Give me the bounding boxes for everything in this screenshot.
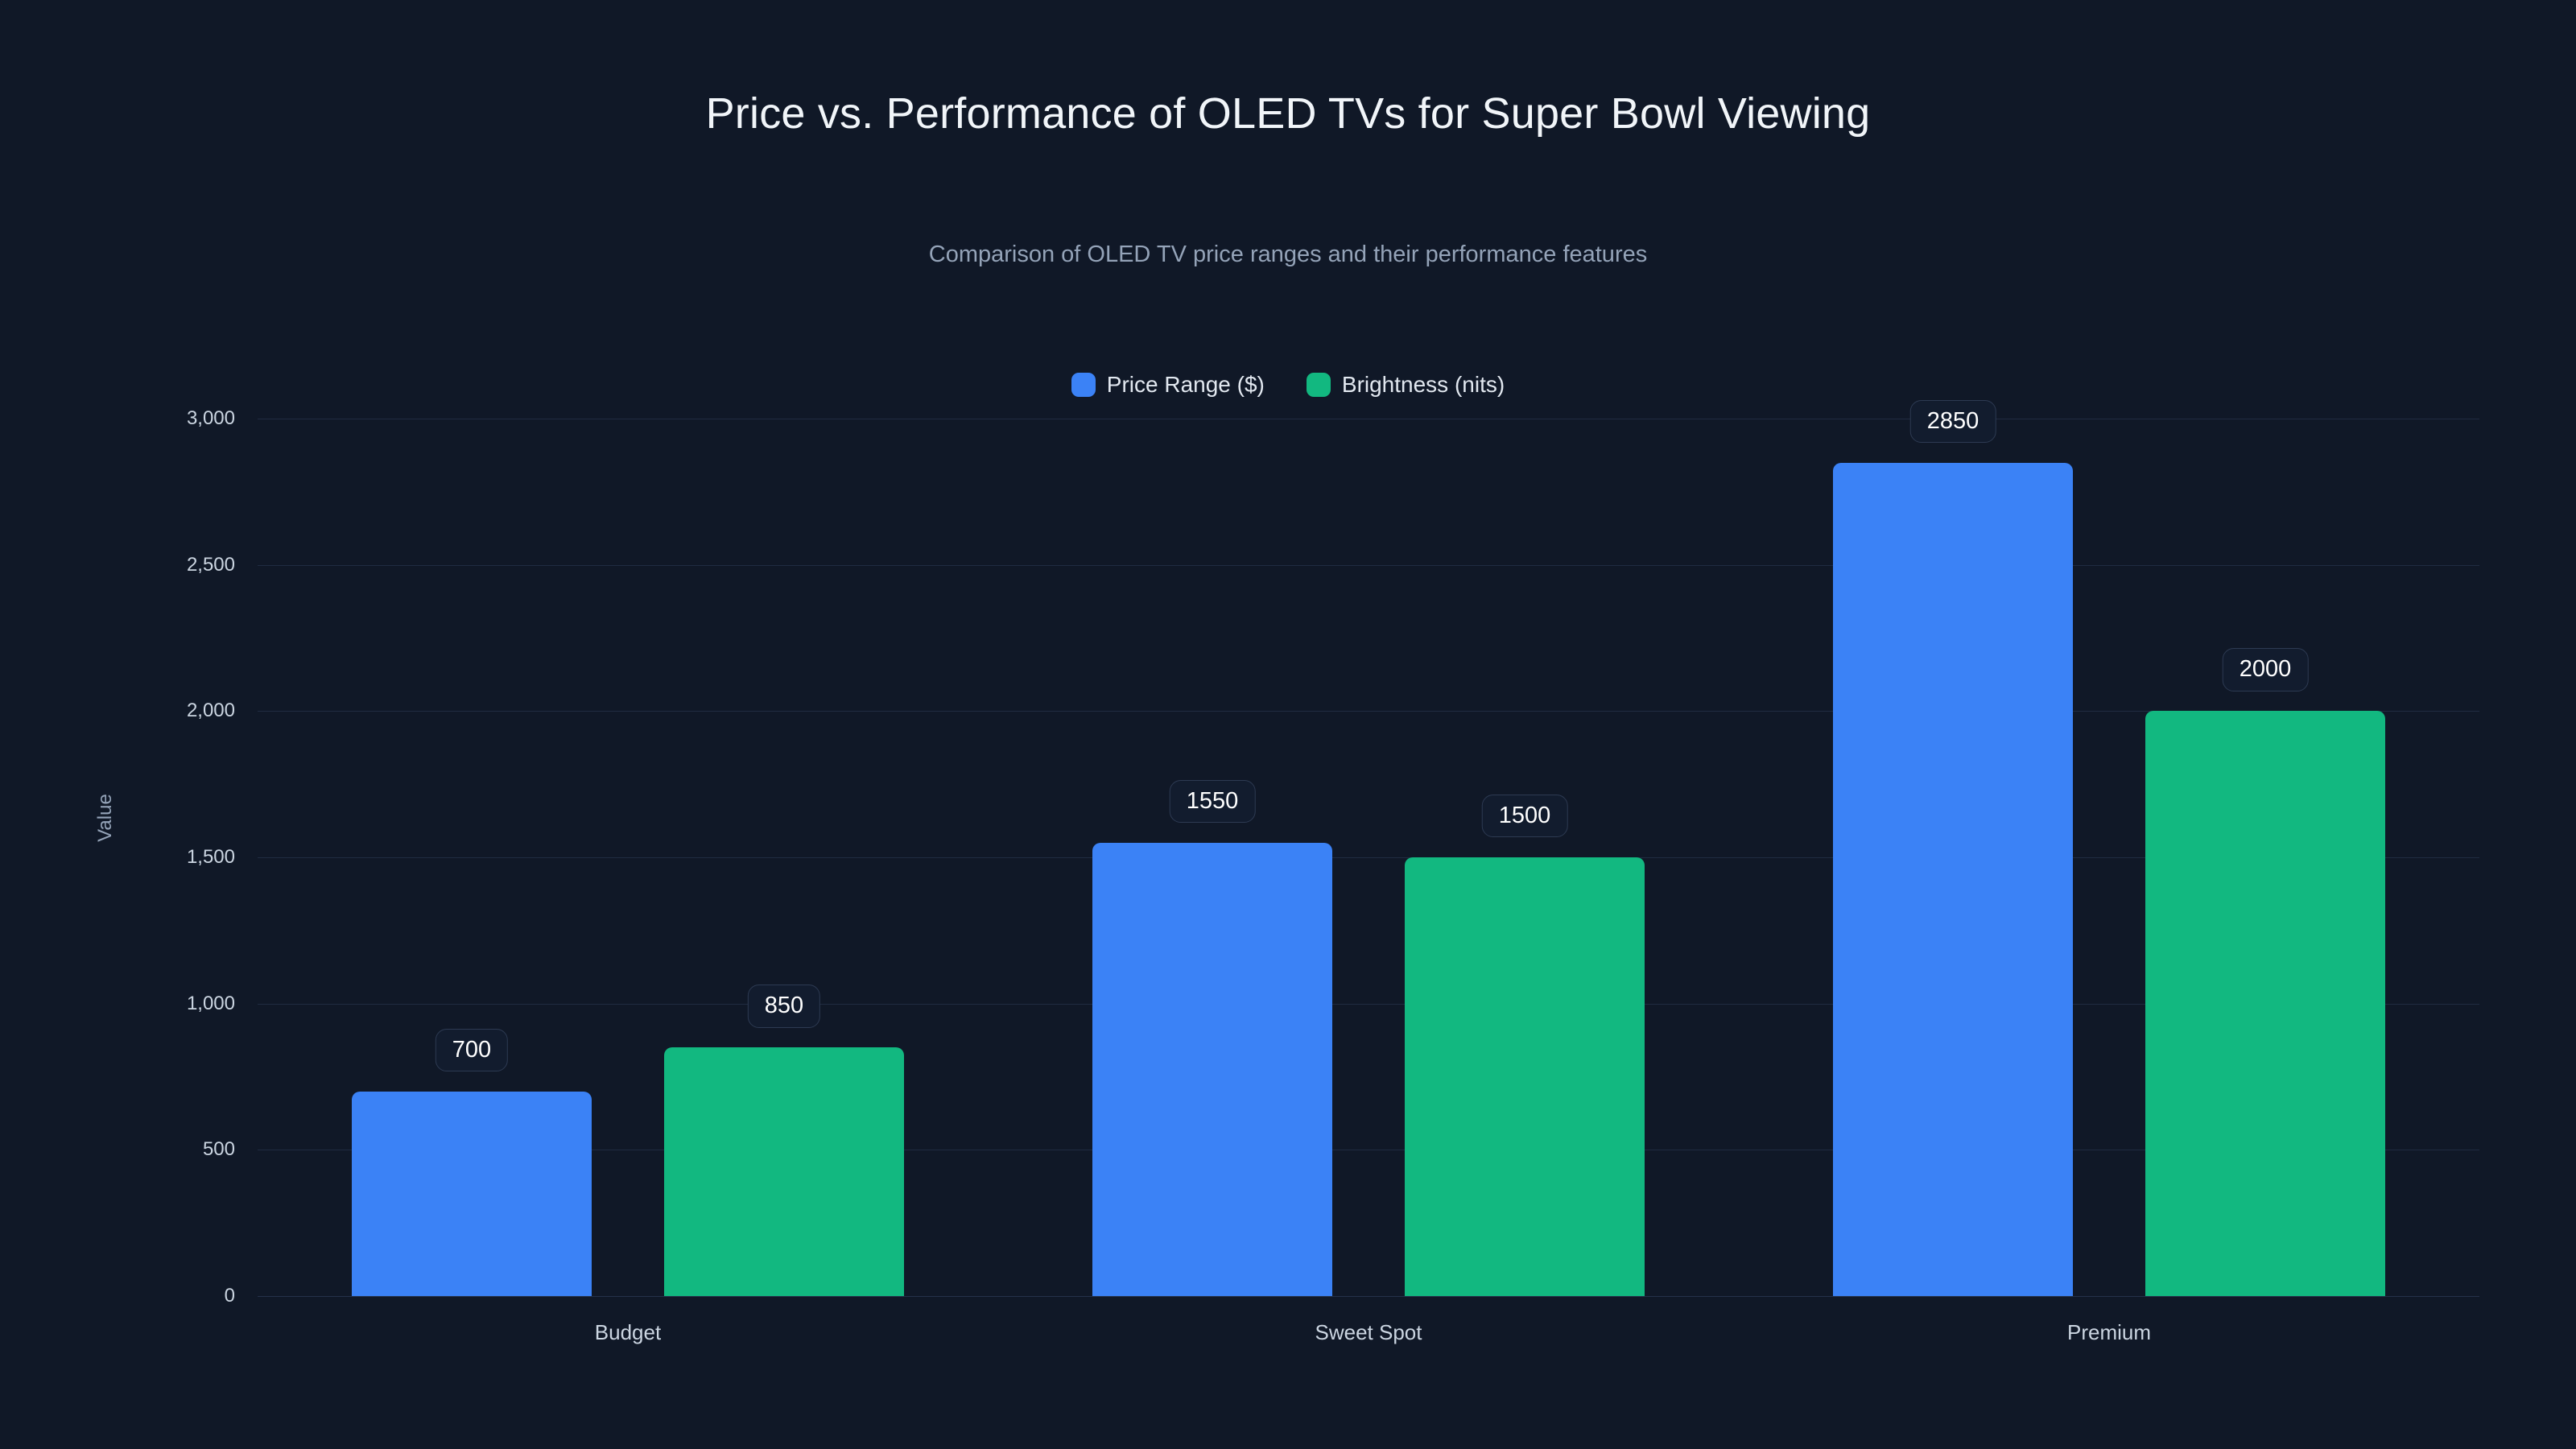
data-label: 2850 bbox=[1909, 399, 1996, 443]
bar-sweet-spot-series-1[interactable] bbox=[1092, 842, 1332, 1296]
bar-budget-series-1[interactable] bbox=[352, 1091, 592, 1296]
data-label: 850 bbox=[747, 985, 821, 1028]
bar-premium-series-1[interactable] bbox=[1833, 462, 2073, 1296]
bar-premium-series-2[interactable] bbox=[2145, 711, 2385, 1296]
y-axis-tick-label: 3,000 bbox=[186, 407, 235, 429]
gridline bbox=[258, 711, 2479, 712]
legend-label: Price Range ($) bbox=[1106, 372, 1265, 397]
data-label: 1500 bbox=[1481, 795, 1568, 838]
bar-budget-series-2[interactable] bbox=[664, 1047, 904, 1296]
data-label: 1550 bbox=[1169, 779, 1256, 824]
legend-swatch-icon bbox=[1071, 373, 1096, 397]
y-axis-tick-label: 2,500 bbox=[186, 553, 235, 576]
chart-subtitle: Comparison of OLED TV price ranges and t… bbox=[928, 242, 1648, 267]
x-axis-tick-label: Budget bbox=[594, 1320, 662, 1344]
data-label: 700 bbox=[435, 1028, 509, 1071]
gridline bbox=[258, 564, 2479, 566]
x-axis-tick-label: Premium bbox=[2066, 1320, 2152, 1344]
y-axis-tick-label: 2,000 bbox=[186, 700, 235, 722]
y-axis-tick-label: 0 bbox=[224, 1285, 235, 1307]
y-axis-tick-label: 500 bbox=[202, 1138, 235, 1161]
legend-item-price-range[interactable]: Price Range ($) bbox=[1071, 372, 1265, 398]
y-axis-tick-label: 1,000 bbox=[186, 992, 235, 1014]
gridline bbox=[258, 857, 2479, 858]
legend-swatch-icon bbox=[1306, 373, 1331, 397]
data-label: 2000 bbox=[2222, 648, 2309, 691]
gridline bbox=[258, 1003, 2479, 1005]
bar-sweet-spot-series-2[interactable] bbox=[1405, 857, 1645, 1296]
page-title: Price vs. Performance of OLED TVs for Su… bbox=[705, 89, 1871, 138]
gridline bbox=[258, 1296, 2479, 1297]
legend-label: Brightness (nits) bbox=[1341, 372, 1505, 397]
y-axis-tick-label: 1,500 bbox=[186, 846, 235, 868]
chart-legend: Price Range ($) Brightness (nits) bbox=[0, 372, 2576, 398]
legend-item-brightness[interactable]: Brightness (nits) bbox=[1306, 372, 1505, 398]
x-axis-tick-label: Sweet Spot bbox=[1315, 1320, 1422, 1344]
y-axis-title: Value bbox=[94, 794, 116, 842]
